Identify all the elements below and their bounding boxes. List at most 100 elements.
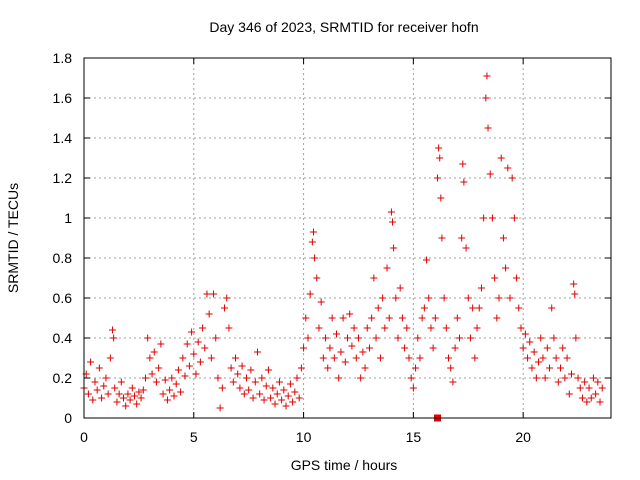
- data-point: [141, 374, 149, 382]
- data-point: [567, 370, 575, 378]
- data-point: [409, 384, 417, 392]
- data-point: [113, 398, 121, 406]
- data-point: [185, 362, 193, 370]
- data-point: [412, 364, 420, 372]
- data-point: [526, 338, 534, 346]
- data-point: [352, 354, 360, 362]
- y-tick-label: 1.6: [53, 90, 73, 106]
- data-point: [271, 400, 279, 408]
- data-point: [328, 314, 336, 322]
- data-point: [521, 330, 529, 338]
- data-point: [416, 354, 424, 362]
- data-point: [148, 370, 156, 378]
- data-point: [111, 384, 119, 392]
- data-point: [528, 364, 536, 372]
- data-point: [223, 294, 231, 302]
- data-point: [232, 354, 240, 362]
- data-point: [168, 374, 176, 382]
- data-point: [203, 290, 211, 298]
- data-point: [499, 234, 507, 242]
- data-point: [437, 194, 445, 202]
- data-point: [319, 354, 327, 362]
- data-point: [177, 388, 185, 396]
- data-point: [122, 402, 130, 410]
- data-point: [251, 378, 259, 386]
- data-point: [532, 374, 540, 382]
- data-point: [264, 366, 272, 374]
- data-point: [225, 324, 233, 332]
- x-axis-label: GPS time / hours: [291, 457, 398, 473]
- data-point: [445, 354, 453, 362]
- data-point: [517, 324, 525, 332]
- data-point: [581, 378, 589, 386]
- y-tick-label: 1.4: [53, 130, 73, 146]
- data-point: [297, 364, 305, 372]
- data-point: [333, 330, 341, 338]
- data-point: [284, 392, 292, 400]
- data-point: [442, 324, 450, 332]
- data-point: [497, 154, 505, 162]
- data-point: [216, 404, 224, 412]
- data-point: [234, 370, 242, 378]
- data-point: [376, 354, 384, 362]
- data-point: [510, 214, 518, 222]
- data-point: [556, 364, 564, 372]
- data-point: [256, 390, 264, 398]
- data-point: [188, 328, 196, 336]
- data-point: [392, 294, 400, 302]
- data-point: [565, 390, 573, 398]
- data-point: [291, 388, 299, 396]
- data-point: [374, 304, 382, 312]
- data-point: [583, 398, 591, 406]
- data-point: [210, 290, 218, 298]
- data-point: [570, 280, 578, 288]
- data-point: [330, 354, 338, 362]
- data-point: [469, 304, 477, 312]
- data-point: [150, 348, 158, 356]
- data-point: [339, 314, 347, 322]
- y-tick-label: 1.2: [53, 170, 73, 186]
- data-point: [275, 378, 283, 386]
- data-point: [229, 378, 237, 386]
- data-point: [106, 354, 114, 362]
- data-point: [493, 314, 501, 322]
- x-tick-label: 10: [296, 429, 312, 445]
- data-point: [482, 94, 490, 102]
- data-point: [460, 178, 468, 186]
- data-point: [524, 354, 532, 362]
- data-point: [488, 214, 496, 222]
- y-tick-label: 0: [64, 410, 72, 426]
- data-point: [174, 366, 182, 374]
- data-point: [247, 366, 255, 374]
- x-tick-label: 15: [406, 429, 422, 445]
- data-point: [190, 350, 198, 358]
- data-point: [508, 174, 516, 182]
- data-point: [471, 354, 479, 362]
- plot-frame: [83, 57, 612, 419]
- data-point: [361, 364, 369, 372]
- data-point: [91, 378, 99, 386]
- data-point: [115, 390, 123, 398]
- data-point: [504, 164, 512, 172]
- data-point: [286, 380, 294, 388]
- data-point: [218, 384, 226, 392]
- data-point: [396, 284, 404, 292]
- data-point: [559, 344, 567, 352]
- data-point: [537, 334, 545, 342]
- data-point: [89, 396, 97, 404]
- data-point: [350, 324, 358, 332]
- data-point: [293, 374, 301, 382]
- data-point: [260, 396, 268, 404]
- y-tick-label: 0.4: [53, 330, 73, 346]
- data-point: [280, 386, 288, 394]
- data-point: [554, 378, 562, 386]
- data-point: [543, 344, 551, 352]
- data-point: [170, 392, 178, 400]
- data-point: [300, 344, 308, 352]
- data-point: [335, 374, 343, 382]
- data-point: [172, 380, 180, 388]
- data-point: [403, 324, 411, 332]
- data-point: [389, 218, 397, 226]
- data-point: [453, 314, 461, 322]
- y-tick-label: 1: [64, 210, 72, 226]
